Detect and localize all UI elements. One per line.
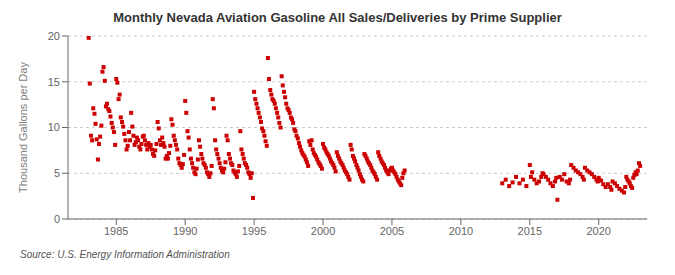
- svg-text:2005: 2005: [380, 225, 404, 237]
- svg-text:2010: 2010: [449, 225, 473, 237]
- svg-text:2020: 2020: [587, 225, 611, 237]
- svg-text:2000: 2000: [311, 225, 335, 237]
- html-text:Source: U.S. Energy Informatio: Source: U.S. Energy Information Administ…: [20, 249, 230, 260]
- svg-text:5: 5: [54, 167, 60, 179]
- svg-text:10: 10: [48, 121, 60, 133]
- svg-text:Thousand Gallons per Day: Thousand Gallons per Day: [17, 62, 29, 193]
- svg-text:1990: 1990: [173, 225, 197, 237]
- svg-text:0: 0: [54, 213, 60, 225]
- svg-text:1995: 1995: [242, 225, 266, 237]
- html-text:Monthly Nevada Aviation Gasoli: Monthly Nevada Aviation Gasoline All Sal…: [113, 10, 562, 25]
- svg-text:2015: 2015: [518, 225, 542, 237]
- svg-text:1985: 1985: [104, 225, 128, 237]
- svg-text:20: 20: [48, 30, 60, 42]
- svg-text:15: 15: [48, 76, 60, 88]
